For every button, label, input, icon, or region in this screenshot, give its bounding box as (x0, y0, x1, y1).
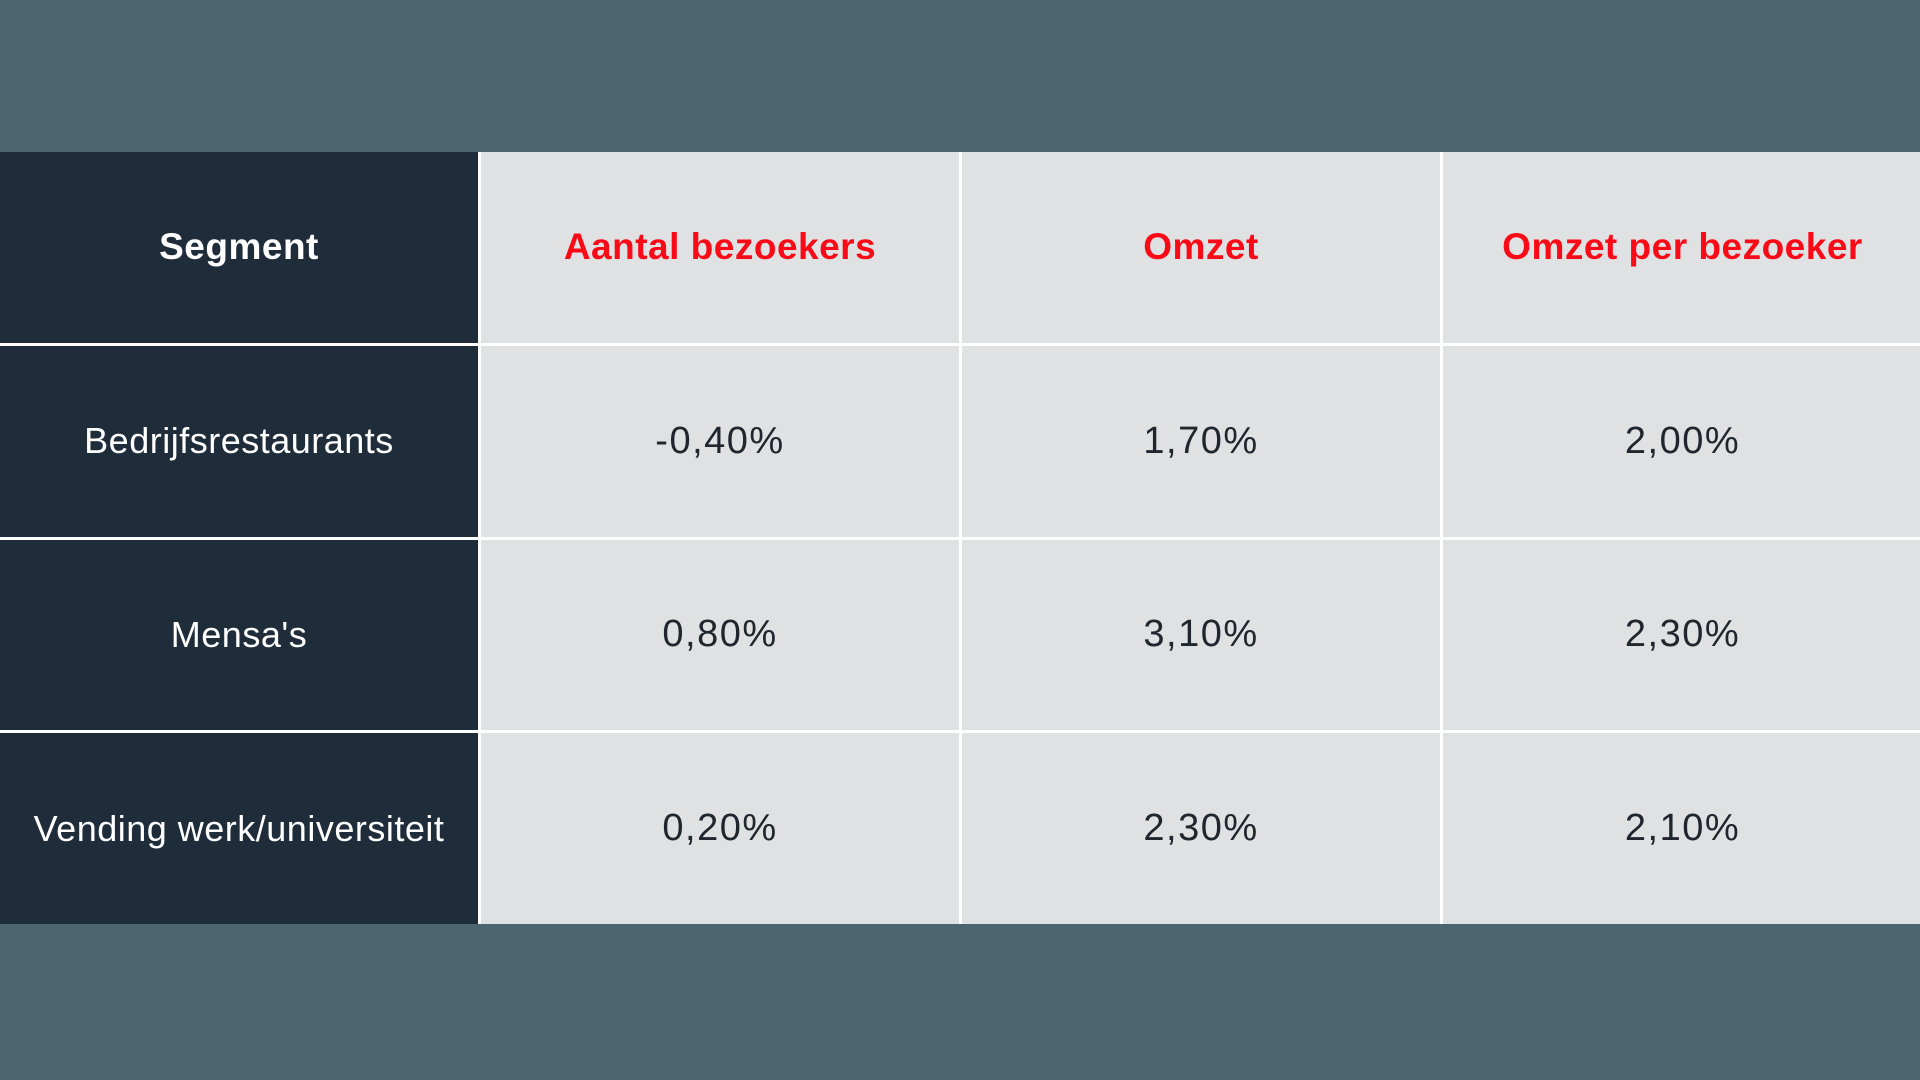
cell-bedrijfsrestaurants-aantal-bezoekers: -0,40% (481, 345, 959, 537)
row-label-bedrijfsrestaurants: Bedrijfsrestaurants (0, 345, 478, 537)
segment-growth-table: Segment Aantal bezoekers Omzet Omzet per… (0, 152, 1920, 924)
cell-vending-aantal-bezoekers: 0,20% (481, 733, 959, 924)
row-label-vending-werk-universiteit: Vending werk/universiteit (0, 733, 478, 924)
cell-bedrijfsrestaurants-omzet: 1,70% (962, 345, 1440, 537)
cell-mensas-omzet-per-bezoeker: 2,30% (1443, 539, 1920, 731)
cell-mensas-aantal-bezoekers: 0,80% (481, 539, 959, 731)
row-label-mensas: Mensa's (0, 539, 478, 731)
cell-vending-omzet-per-bezoeker: 2,10% (1443, 733, 1920, 924)
cell-vending-omzet: 2,30% (962, 733, 1440, 924)
cell-mensas-omzet: 3,10% (962, 539, 1440, 731)
column-header-omzet-per-bezoeker: Omzet per bezoeker (1443, 152, 1920, 343)
column-header-aantal-bezoekers: Aantal bezoekers (481, 152, 959, 343)
cell-bedrijfsrestaurants-omzet-per-bezoeker: 2,00% (1443, 345, 1920, 537)
column-header-segment: Segment (0, 152, 478, 343)
column-header-omzet: Omzet (962, 152, 1440, 343)
